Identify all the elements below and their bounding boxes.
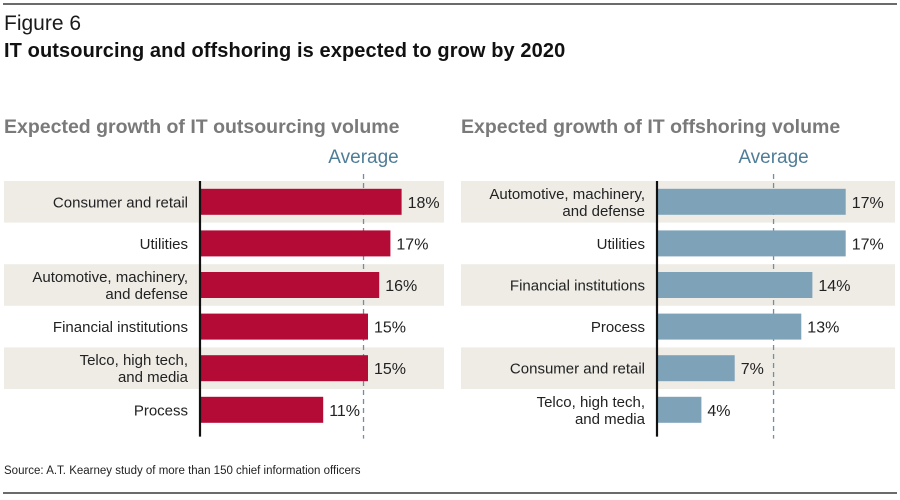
offshoring-category-label: Utilities [597, 236, 645, 253]
offshoring-bar [657, 188, 846, 215]
outsourcing-category-label: Consumer and retail [53, 194, 188, 211]
outsourcing-value-label: 16% [385, 278, 417, 295]
offshoring-bar [657, 396, 702, 423]
top-rule [3, 3, 897, 5]
outsourcing-category-label: and media [118, 369, 189, 386]
outsourcing-category-label: Utilities [140, 236, 188, 253]
offshoring-value-label: 7% [741, 361, 764, 378]
offshoring-category-label: Automotive, machinery, [489, 186, 645, 203]
outsourcing-category-label: Financial institutions [53, 319, 188, 336]
bottom-rule [3, 492, 897, 494]
outsourcing-value-label: 15% [374, 320, 406, 337]
source-note: Source: A.T. Kearney study of more than … [4, 465, 361, 477]
offshoring-value-label: 17% [852, 236, 884, 253]
outsourcing-category-label: Automotive, machinery, [32, 269, 188, 286]
offshoring-category-label: Financial institutions [510, 278, 645, 295]
outsourcing-category-label: Process [134, 402, 188, 419]
offshoring-value-label: 17% [852, 195, 884, 212]
chart-title-outsourcing: Expected growth of IT outsourcing volume [4, 116, 400, 138]
figure-title: IT outsourcing and offshoring is expecte… [4, 40, 566, 62]
offshoring-category-label: Process [591, 319, 645, 336]
outsourcing-bar [200, 313, 368, 340]
outsourcing-value-label: 11% [329, 403, 360, 420]
outsourcing-value-label: 18% [408, 195, 440, 212]
offshoring-category-label: and defense [562, 203, 645, 220]
outsourcing-bar [200, 230, 391, 257]
offshoring-bar [657, 313, 802, 340]
offshoring-category-label: Telco, high tech, [537, 394, 645, 411]
offshoring-category-label: and media [575, 411, 646, 428]
offshoring-value-label: 4% [707, 403, 730, 420]
outsourcing-bar [200, 396, 324, 423]
outsourcing-category-label: Telco, high tech, [80, 352, 188, 369]
outsourcing-value-label: 17% [396, 236, 428, 253]
offshoring-value-label: 13% [807, 320, 839, 337]
figure-label: Figure 6 [4, 12, 82, 35]
outsourcing-average-label: Average [328, 147, 398, 168]
outsourcing-bar [200, 272, 380, 298]
offshoring-bar [657, 230, 846, 257]
offshoring-bar [657, 272, 813, 298]
chart-title-offshoring: Expected growth of IT offshoring volume [461, 116, 841, 138]
outsourcing-category-label: and defense [105, 286, 188, 303]
offshoring-value-label: 14% [818, 278, 850, 295]
offshoring-average-label: Average [738, 147, 808, 168]
offshoring-category-label: Consumer and retail [510, 361, 645, 378]
outsourcing-value-label: 15% [374, 361, 406, 378]
outsourcing-bar [200, 188, 402, 215]
offshoring-bar [657, 355, 735, 382]
outsourcing-bar [200, 355, 368, 382]
